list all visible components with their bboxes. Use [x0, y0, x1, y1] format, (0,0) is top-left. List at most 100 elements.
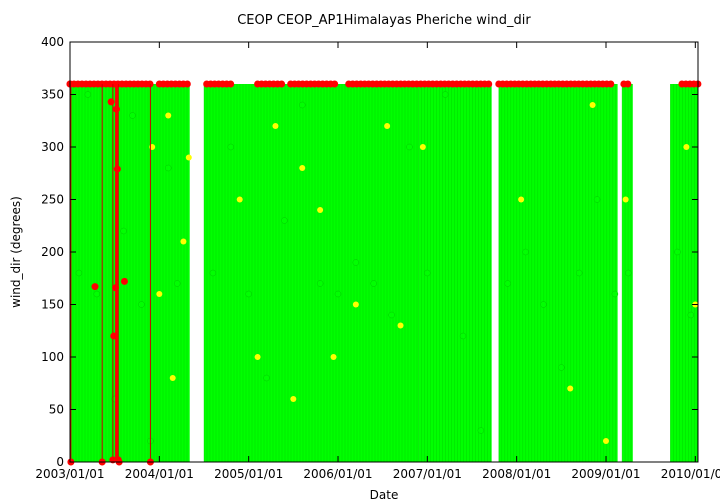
yellow-point-7: [254, 354, 261, 360]
green-point-0: [75, 269, 83, 277]
green-point-6: [138, 301, 145, 308]
green-point-26: [504, 280, 511, 287]
yellow-point-18: [567, 385, 574, 392]
green-point-19: [370, 280, 377, 287]
green-point-5: [129, 112, 136, 119]
green-point-17: [334, 290, 342, 298]
plot-frame: [69, 41, 699, 463]
y-tick-label-250: 250: [41, 193, 64, 207]
x-tick-label-2004/01/01: 2004/01/01: [125, 467, 194, 481]
yellow-point-15: [397, 322, 404, 329]
red-point-9: [113, 165, 121, 173]
red-point-11: [120, 277, 128, 285]
yellow-point-8: [272, 123, 279, 129]
green-point-12: [245, 290, 252, 298]
yellow-point-21: [622, 196, 629, 203]
x-tick-label-2006/01/01: 2006/01/01: [303, 467, 372, 481]
x-tick-label-2010/01/01: 2010/01/01: [661, 467, 720, 481]
green-point-11: [227, 143, 235, 151]
y-tick-label-150: 150: [41, 298, 64, 312]
green-point-22: [424, 269, 431, 277]
y-axis-label: wind_dir (degrees): [9, 196, 23, 308]
green-point-27: [522, 248, 529, 256]
yellow-point-19: [589, 102, 596, 108]
red-band-4: [287, 80, 339, 88]
red-bar: [115, 84, 119, 462]
green-point-1: [84, 91, 92, 98]
green-point-29: [558, 364, 565, 371]
green-segment-5: [670, 84, 698, 462]
green-lines-3: [498, 84, 617, 462]
yellow-point-5: [185, 154, 192, 161]
x-tick-label-2003/01/01: 2003/01/01: [35, 467, 104, 481]
green-point-15: [299, 101, 306, 109]
red-point-8: [112, 105, 120, 113]
red-point-2: [91, 283, 99, 291]
green-point-28: [540, 301, 547, 308]
x-tick-label-2005/01/01: 2005/01/01: [214, 467, 283, 481]
red-band-0: [66, 80, 154, 88]
y-tick-label-400: 400: [41, 35, 64, 49]
green-point-33: [625, 269, 632, 277]
yellow-point-3: [169, 375, 176, 381]
green-point-35: [687, 311, 695, 319]
yellow-point-1: [156, 291, 163, 297]
green-point-25: [477, 427, 485, 434]
red-band-1: [155, 80, 191, 88]
green-point-32: [611, 290, 619, 298]
y-tick-label-300: 300: [41, 140, 64, 154]
chart-title: CEOP CEOP_AP1Himalayas Pheriche wind_dir: [237, 13, 531, 28]
yellow-point-6: [236, 196, 243, 203]
x-tick-label-2007/01/01: 2007/01/01: [393, 467, 462, 481]
green-point-20: [388, 311, 395, 319]
green-point-16: [316, 280, 324, 287]
red-point-4: [107, 98, 115, 106]
yellow-point-4: [180, 238, 187, 245]
green-point-24: [459, 332, 467, 340]
yellow-point-2: [165, 112, 172, 119]
y-tick-label-0: 0: [56, 455, 64, 469]
green-point-4: [120, 227, 127, 235]
yellow-point-12: [330, 354, 337, 360]
red-band-7: [620, 80, 632, 88]
red-point-7: [112, 284, 120, 292]
green-segment-1: [203, 84, 419, 462]
red-band-5: [345, 80, 493, 88]
red-point-6: [110, 332, 118, 340]
plot-area: [66, 80, 702, 466]
green-point-18: [352, 259, 360, 266]
x-tick-label-2009/01/01: 2009/01/01: [571, 467, 640, 481]
y-tick-label-50: 50: [49, 403, 64, 417]
red-band-6: [495, 80, 615, 88]
red-band-3: [254, 80, 286, 88]
green-point-21: [406, 143, 413, 151]
red-band-2: [203, 80, 235, 88]
green-point-31: [593, 196, 601, 203]
green-point-8: [165, 164, 172, 172]
y-axis: 0 50 100 150 200 250 300 350 400: [41, 35, 698, 469]
red-band-8: [678, 80, 702, 88]
y-tick-label-200: 200: [41, 245, 64, 259]
yellow-point-22: [683, 144, 690, 150]
yellow-point-17: [518, 196, 525, 203]
green-point-2: [93, 290, 101, 298]
x-axis: 2003/01/01 2004/01/01 2005/01/01 2006/01/01…: [35, 42, 720, 481]
yellow-point-10: [299, 165, 306, 171]
y-tick-label-100: 100: [41, 350, 64, 364]
green-point-10: [209, 269, 217, 277]
green-point-9: [173, 280, 181, 287]
x-tick-label-2008/01/01: 2008/01/01: [482, 467, 551, 481]
yellow-point-16: [419, 144, 426, 150]
yellow-point-14: [384, 123, 391, 129]
yellow-point-11: [317, 207, 324, 213]
x-axis-label: Date: [370, 488, 399, 502]
green-point-23: [441, 91, 449, 98]
green-point-30: [575, 269, 583, 277]
green-lines-1: [203, 84, 418, 462]
green-point-14: [281, 217, 288, 224]
yellow-point-13: [352, 301, 359, 308]
yellow-point-20: [602, 438, 609, 444]
yellow-point-9: [290, 396, 297, 402]
green-point-13: [263, 374, 270, 382]
